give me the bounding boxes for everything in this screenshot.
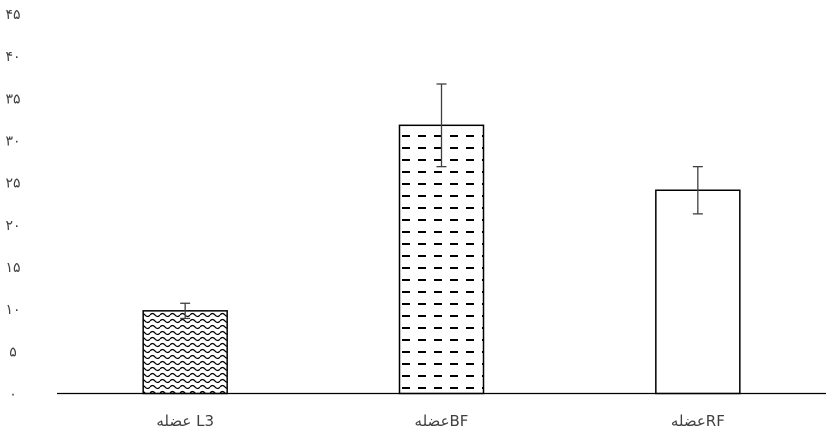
y-tick-label: ۱۵ (5, 260, 20, 276)
y-tick-label: ۳۰ (5, 134, 20, 150)
bar (655, 189, 741, 395)
x-axis-tick-labels: عضله L3 عضلهBF عضلهRF (156, 412, 725, 430)
y-tick-label: ۱۰ (5, 302, 20, 318)
y-tick-label: ۰ (9, 387, 17, 403)
error-bar-series (180, 83, 703, 320)
bar (142, 310, 228, 395)
x-tick-label: عضلهRF (671, 412, 725, 430)
y-tick-label: ۵ (9, 344, 17, 360)
error-bar (692, 165, 703, 215)
y-tick-label: ۳۵ (5, 91, 20, 107)
error-bar (180, 302, 191, 320)
y-tick-label: ۲۵ (5, 176, 20, 192)
x-tick-label: عضلهBF (415, 412, 469, 430)
y-tick-label: ۴۵ (5, 7, 20, 23)
x-tick-label: عضله L3 (156, 412, 214, 430)
bar (398, 124, 485, 395)
y-tick-label: ۲۰ (5, 218, 20, 234)
y-axis-tick-labels: ۰ ۵ ۱۰ ۱۵ ۲۰ ۲۵ ۳۰ ۳۵ ۴۰ ۴۵ (5, 7, 20, 403)
y-tick-label: ۴۰ (5, 49, 20, 65)
error-bar (436, 83, 447, 168)
